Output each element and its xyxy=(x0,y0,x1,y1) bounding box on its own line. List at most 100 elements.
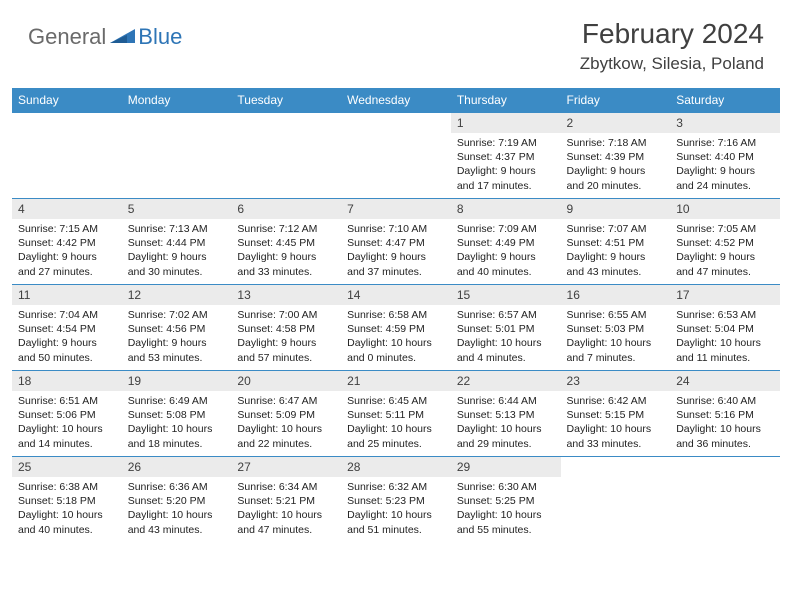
day-cell: 26Sunrise: 6:36 AMSunset: 5:20 PMDayligh… xyxy=(122,457,232,543)
day-details: Sunrise: 6:32 AMSunset: 5:23 PMDaylight:… xyxy=(341,477,451,541)
day-number: 7 xyxy=(341,199,451,219)
day-cell: 17Sunrise: 6:53 AMSunset: 5:04 PMDayligh… xyxy=(670,285,780,371)
title-block: February 2024 Zbytkow, Silesia, Poland xyxy=(580,18,764,74)
day-cell: 3Sunrise: 7:16 AMSunset: 4:40 PMDaylight… xyxy=(670,113,780,199)
calendar-table: Sunday Monday Tuesday Wednesday Thursday… xyxy=(12,88,780,543)
sunrise-line: Sunrise: 7:16 AM xyxy=(676,136,774,150)
calendar-row: 18Sunrise: 6:51 AMSunset: 5:06 PMDayligh… xyxy=(12,371,780,457)
sunset-line: Sunset: 5:15 PM xyxy=(567,408,665,422)
calendar-row: 1Sunrise: 7:19 AMSunset: 4:37 PMDaylight… xyxy=(12,113,780,199)
day-cell: 24Sunrise: 6:40 AMSunset: 5:16 PMDayligh… xyxy=(670,371,780,457)
day-cell: 6Sunrise: 7:12 AMSunset: 4:45 PMDaylight… xyxy=(231,199,341,285)
sunset-line: Sunset: 4:40 PM xyxy=(676,150,774,164)
calendar-row: 11Sunrise: 7:04 AMSunset: 4:54 PMDayligh… xyxy=(12,285,780,371)
sunset-line: Sunset: 5:13 PM xyxy=(457,408,555,422)
day-cell: 14Sunrise: 6:58 AMSunset: 4:59 PMDayligh… xyxy=(341,285,451,371)
daylight-line: Daylight: 10 hours and 22 minutes. xyxy=(237,422,335,450)
sunrise-line: Sunrise: 6:57 AM xyxy=(457,308,555,322)
day-number: 4 xyxy=(12,199,122,219)
sunrise-line: Sunrise: 7:15 AM xyxy=(18,222,116,236)
day-cell: 20Sunrise: 6:47 AMSunset: 5:09 PMDayligh… xyxy=(231,371,341,457)
day-details: Sunrise: 7:13 AMSunset: 4:44 PMDaylight:… xyxy=(122,219,232,283)
daylight-line: Daylight: 9 hours and 27 minutes. xyxy=(18,250,116,278)
sunset-line: Sunset: 5:23 PM xyxy=(347,494,445,508)
day-number: 11 xyxy=(12,285,122,305)
sunrise-line: Sunrise: 6:55 AM xyxy=(567,308,665,322)
day-number: 2 xyxy=(561,113,671,133)
sunrise-line: Sunrise: 7:18 AM xyxy=(567,136,665,150)
day-details: Sunrise: 7:07 AMSunset: 4:51 PMDaylight:… xyxy=(561,219,671,283)
empty-cell xyxy=(341,113,451,199)
daylight-line: Daylight: 10 hours and 33 minutes. xyxy=(567,422,665,450)
day-number: 26 xyxy=(122,457,232,477)
day-number: 21 xyxy=(341,371,451,391)
weekday-header: Monday xyxy=(122,88,232,113)
day-cell: 10Sunrise: 7:05 AMSunset: 4:52 PMDayligh… xyxy=(670,199,780,285)
sunset-line: Sunset: 5:04 PM xyxy=(676,322,774,336)
daylight-line: Daylight: 10 hours and 0 minutes. xyxy=(347,336,445,364)
day-number: 10 xyxy=(670,199,780,219)
day-details: Sunrise: 6:53 AMSunset: 5:04 PMDaylight:… xyxy=(670,305,780,369)
day-details: Sunrise: 7:16 AMSunset: 4:40 PMDaylight:… xyxy=(670,133,780,197)
day-number: 19 xyxy=(122,371,232,391)
day-details: Sunrise: 6:36 AMSunset: 5:20 PMDaylight:… xyxy=(122,477,232,541)
day-details: Sunrise: 6:44 AMSunset: 5:13 PMDaylight:… xyxy=(451,391,561,455)
day-details: Sunrise: 7:19 AMSunset: 4:37 PMDaylight:… xyxy=(451,133,561,197)
day-details: Sunrise: 6:30 AMSunset: 5:25 PMDaylight:… xyxy=(451,477,561,541)
daylight-line: Daylight: 10 hours and 18 minutes. xyxy=(128,422,226,450)
sunrise-line: Sunrise: 6:51 AM xyxy=(18,394,116,408)
daylight-line: Daylight: 9 hours and 20 minutes. xyxy=(567,164,665,192)
day-cell: 25Sunrise: 6:38 AMSunset: 5:18 PMDayligh… xyxy=(12,457,122,543)
weekday-header: Sunday xyxy=(12,88,122,113)
sunset-line: Sunset: 5:03 PM xyxy=(567,322,665,336)
sunset-line: Sunset: 4:47 PM xyxy=(347,236,445,250)
day-number: 5 xyxy=(122,199,232,219)
sunset-line: Sunset: 4:39 PM xyxy=(567,150,665,164)
daylight-line: Daylight: 9 hours and 37 minutes. xyxy=(347,250,445,278)
day-number: 14 xyxy=(341,285,451,305)
day-number: 9 xyxy=(561,199,671,219)
sunset-line: Sunset: 5:18 PM xyxy=(18,494,116,508)
sunset-line: Sunset: 4:56 PM xyxy=(128,322,226,336)
day-cell: 27Sunrise: 6:34 AMSunset: 5:21 PMDayligh… xyxy=(231,457,341,543)
day-details: Sunrise: 6:57 AMSunset: 5:01 PMDaylight:… xyxy=(451,305,561,369)
sunrise-line: Sunrise: 7:02 AM xyxy=(128,308,226,322)
daylight-line: Daylight: 9 hours and 17 minutes. xyxy=(457,164,555,192)
weekday-header: Tuesday xyxy=(231,88,341,113)
day-cell: 19Sunrise: 6:49 AMSunset: 5:08 PMDayligh… xyxy=(122,371,232,457)
day-details: Sunrise: 6:38 AMSunset: 5:18 PMDaylight:… xyxy=(12,477,122,541)
daylight-line: Daylight: 9 hours and 24 minutes. xyxy=(676,164,774,192)
day-number: 28 xyxy=(341,457,451,477)
day-number: 27 xyxy=(231,457,341,477)
daylight-line: Daylight: 10 hours and 29 minutes. xyxy=(457,422,555,450)
empty-cell xyxy=(231,113,341,199)
sunset-line: Sunset: 5:09 PM xyxy=(237,408,335,422)
sunrise-line: Sunrise: 6:58 AM xyxy=(347,308,445,322)
logo: General Blue xyxy=(28,18,182,50)
day-number: 18 xyxy=(12,371,122,391)
day-cell: 18Sunrise: 6:51 AMSunset: 5:06 PMDayligh… xyxy=(12,371,122,457)
day-cell: 9Sunrise: 7:07 AMSunset: 4:51 PMDaylight… xyxy=(561,199,671,285)
calendar-body: 1Sunrise: 7:19 AMSunset: 4:37 PMDaylight… xyxy=(12,113,780,543)
daylight-line: Daylight: 9 hours and 30 minutes. xyxy=(128,250,226,278)
calendar-row: 4Sunrise: 7:15 AMSunset: 4:42 PMDaylight… xyxy=(12,199,780,285)
day-cell: 2 Sunrise: 7:18 AMSunset: 4:39 PMDaylight… xyxy=(561,113,671,199)
day-details: Sunrise: 7:09 AMSunset: 4:49 PMDaylight:… xyxy=(451,219,561,283)
day-number: 15 xyxy=(451,285,561,305)
weekday-header: Thursday xyxy=(451,88,561,113)
sunset-line: Sunset: 4:44 PM xyxy=(128,236,226,250)
empty-cell xyxy=(670,457,780,543)
day-number: 16 xyxy=(561,285,671,305)
daylight-line: Daylight: 10 hours and 40 minutes. xyxy=(18,508,116,536)
day-cell: 12Sunrise: 7:02 AMSunset: 4:56 PMDayligh… xyxy=(122,285,232,371)
daylight-line: Daylight: 9 hours and 40 minutes. xyxy=(457,250,555,278)
day-number: 17 xyxy=(670,285,780,305)
day-details: Sunrise: 6:49 AMSunset: 5:08 PMDaylight:… xyxy=(122,391,232,455)
sunrise-line: Sunrise: 6:42 AM xyxy=(567,394,665,408)
sunrise-line: Sunrise: 6:40 AM xyxy=(676,394,774,408)
day-cell: 1Sunrise: 7:19 AMSunset: 4:37 PMDaylight… xyxy=(451,113,561,199)
sunset-line: Sunset: 4:49 PM xyxy=(457,236,555,250)
day-number: 25 xyxy=(12,457,122,477)
day-cell: 7Sunrise: 7:10 AMSunset: 4:47 PMDaylight… xyxy=(341,199,451,285)
day-number: 23 xyxy=(561,371,671,391)
